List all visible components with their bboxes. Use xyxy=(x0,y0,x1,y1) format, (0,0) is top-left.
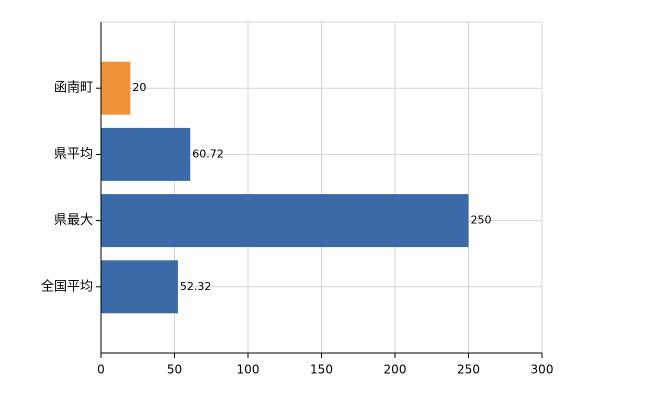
y-tick-label: 函南町 xyxy=(54,80,93,96)
x-tick-label: 50 xyxy=(167,363,182,377)
x-tick-label: 150 xyxy=(310,363,333,377)
data-label: 60.72 xyxy=(192,147,224,160)
data-label: 250 xyxy=(471,214,492,227)
data-label: 52.32 xyxy=(180,280,212,293)
x-tick-label: 250 xyxy=(457,363,480,377)
x-tick-label: 200 xyxy=(384,363,407,377)
x-tick-label: 0 xyxy=(97,363,105,377)
y-tick-label: 県平均 xyxy=(54,147,93,162)
bar xyxy=(101,127,191,181)
y-tick-label: 全国平均 xyxy=(41,278,93,294)
data-label: 20 xyxy=(132,81,146,94)
bar xyxy=(101,194,469,248)
y-tick-label: 県最大 xyxy=(54,213,93,228)
bar xyxy=(101,61,131,115)
x-tick-label: 100 xyxy=(237,363,260,377)
x-tick-label: 300 xyxy=(531,363,554,377)
bar xyxy=(101,260,178,314)
